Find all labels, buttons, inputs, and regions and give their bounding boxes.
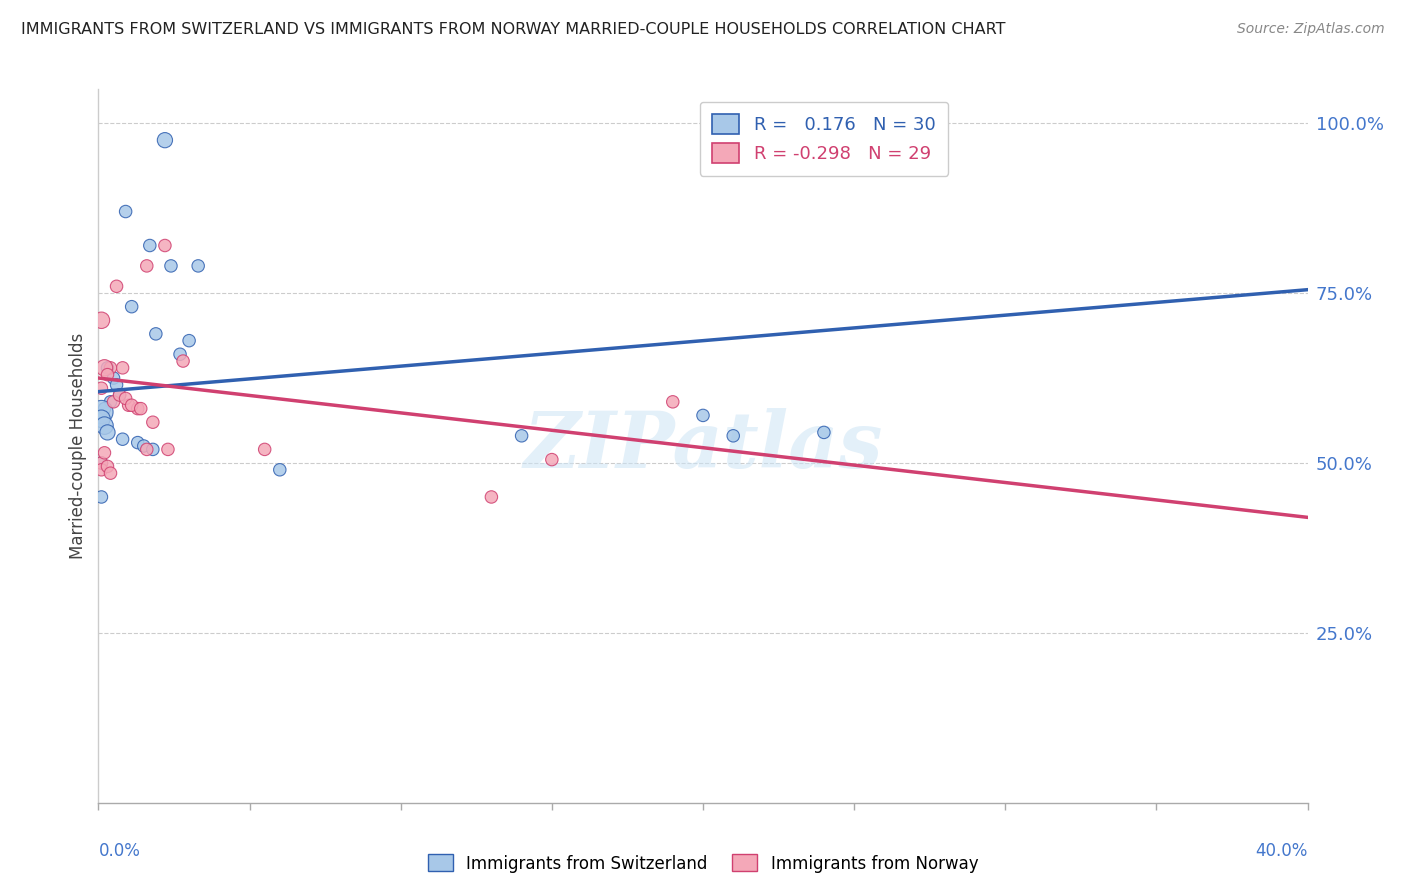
- Point: [661, 394, 683, 409]
- Point: [93, 446, 115, 460]
- Point: [114, 392, 136, 406]
- Text: 40.0%: 40.0%: [1256, 842, 1308, 860]
- Point: [127, 401, 149, 416]
- Point: [108, 388, 131, 402]
- Point: [90, 456, 112, 470]
- Point: [481, 490, 503, 504]
- Point: [723, 429, 745, 443]
- Point: [90, 313, 112, 327]
- Point: [100, 466, 122, 480]
- Point: [105, 377, 128, 392]
- Point: [103, 371, 125, 385]
- Point: [127, 435, 149, 450]
- Point: [105, 279, 128, 293]
- Point: [153, 133, 176, 147]
- Point: [156, 442, 179, 457]
- Point: [179, 334, 201, 348]
- Point: [90, 490, 112, 504]
- Point: [253, 442, 276, 457]
- Text: IMMIGRANTS FROM SWITZERLAND VS IMMIGRANTS FROM NORWAY MARRIED-COUPLE HOUSEHOLDS : IMMIGRANTS FROM SWITZERLAND VS IMMIGRANT…: [21, 22, 1005, 37]
- Text: 0.0%: 0.0%: [98, 842, 141, 860]
- Point: [93, 360, 115, 375]
- Point: [90, 412, 112, 426]
- Point: [135, 442, 157, 457]
- Point: [103, 394, 125, 409]
- Y-axis label: Married-couple Households: Married-couple Households: [69, 333, 87, 559]
- Point: [187, 259, 209, 273]
- Point: [153, 238, 176, 252]
- Point: [813, 425, 835, 440]
- Point: [111, 432, 134, 446]
- Point: [169, 347, 191, 361]
- Point: [139, 238, 162, 252]
- Point: [96, 459, 118, 474]
- Point: [692, 409, 714, 423]
- Point: [510, 429, 533, 443]
- Point: [142, 415, 165, 429]
- Point: [160, 259, 183, 273]
- Point: [135, 259, 157, 273]
- Point: [108, 388, 131, 402]
- Point: [111, 360, 134, 375]
- Point: [118, 398, 141, 412]
- Point: [90, 463, 112, 477]
- Point: [93, 401, 115, 416]
- Point: [142, 442, 165, 457]
- Point: [114, 204, 136, 219]
- Point: [172, 354, 194, 368]
- Text: Source: ZipAtlas.com: Source: ZipAtlas.com: [1237, 22, 1385, 37]
- Point: [121, 398, 143, 412]
- Point: [540, 452, 562, 467]
- Point: [93, 418, 115, 433]
- Point: [100, 394, 122, 409]
- Point: [96, 360, 118, 375]
- Point: [269, 463, 291, 477]
- Point: [132, 439, 155, 453]
- Point: [90, 405, 112, 419]
- Point: [100, 360, 122, 375]
- Text: ZIPatlas: ZIPatlas: [523, 408, 883, 484]
- Point: [96, 425, 118, 440]
- Legend: R =   0.176   N = 30, R = -0.298   N = 29: R = 0.176 N = 30, R = -0.298 N = 29: [700, 102, 948, 176]
- Point: [121, 300, 143, 314]
- Point: [90, 381, 112, 395]
- Point: [145, 326, 167, 341]
- Point: [90, 456, 112, 470]
- Point: [96, 368, 118, 382]
- Legend: Immigrants from Switzerland, Immigrants from Norway: Immigrants from Switzerland, Immigrants …: [420, 847, 986, 880]
- Point: [129, 401, 152, 416]
